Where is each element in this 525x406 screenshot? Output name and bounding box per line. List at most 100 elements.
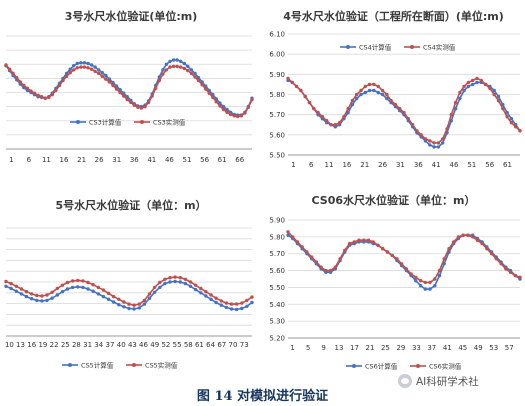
data-point xyxy=(93,65,97,69)
data-point xyxy=(183,277,188,281)
data-point xyxy=(456,235,461,239)
data-point xyxy=(154,86,158,91)
data-point xyxy=(367,88,372,93)
data-point xyxy=(86,61,90,66)
data-point xyxy=(496,98,501,103)
data-point xyxy=(250,295,254,299)
data-point xyxy=(225,107,229,112)
y-tick-label: 5.70 xyxy=(269,250,285,258)
data-point xyxy=(475,80,479,85)
x-tick-label: 46 xyxy=(139,341,148,349)
data-point xyxy=(328,268,333,273)
data-point xyxy=(433,284,437,288)
data-point xyxy=(509,121,514,125)
data-point xyxy=(178,280,182,284)
data-point xyxy=(24,290,29,294)
wechat-channel-icon xyxy=(398,374,412,388)
data-point xyxy=(193,287,198,292)
data-point xyxy=(179,59,183,64)
data-point xyxy=(60,283,65,287)
data-point xyxy=(122,94,126,98)
data-point xyxy=(453,106,458,111)
y-tick-label: 5.40 xyxy=(269,301,285,309)
data-point xyxy=(232,114,236,118)
x-tick-label: 66 xyxy=(235,156,244,164)
data-point xyxy=(449,113,453,117)
data-point xyxy=(466,80,471,85)
x-tick-label: 26 xyxy=(378,161,387,169)
data-point xyxy=(291,235,295,239)
data-point xyxy=(72,68,76,72)
data-point xyxy=(250,300,254,305)
x-tick-label: 49 xyxy=(150,341,159,349)
data-point xyxy=(50,290,54,294)
legend-marker xyxy=(76,120,80,124)
data-point xyxy=(402,110,406,115)
data-point xyxy=(352,240,356,244)
x-tick-label: 41 xyxy=(432,161,441,169)
data-point xyxy=(111,294,116,299)
data-point xyxy=(97,68,101,72)
data-point xyxy=(380,88,385,93)
x-tick-label: 73 xyxy=(240,341,249,349)
data-point xyxy=(228,112,233,117)
y-tick-label: 5.60 xyxy=(269,267,285,275)
data-point xyxy=(168,59,172,64)
x-tick-label: 16 xyxy=(60,156,69,164)
legend-marker xyxy=(352,364,356,368)
data-point xyxy=(89,67,94,71)
x-tick-label: 13 xyxy=(335,344,344,352)
data-point xyxy=(404,267,409,271)
data-point xyxy=(127,306,131,311)
data-point xyxy=(64,71,69,76)
y-tick-label: 5.70 xyxy=(269,111,285,119)
data-point xyxy=(355,96,359,101)
data-point xyxy=(300,245,304,249)
data-point xyxy=(111,80,115,85)
data-point xyxy=(179,65,183,69)
data-point xyxy=(199,291,203,295)
data-point xyxy=(152,285,157,290)
data-point xyxy=(55,293,59,297)
data-point xyxy=(40,299,44,303)
data-point xyxy=(319,265,323,269)
watermark: AI科研学术社 xyxy=(398,372,520,390)
data-point xyxy=(452,240,456,244)
data-point xyxy=(182,61,186,66)
data-point xyxy=(496,94,501,99)
legend-entry: CS4实测值 xyxy=(423,42,456,51)
legend-entry: CS3计算值 xyxy=(89,117,122,126)
x-tick-label: 25 xyxy=(381,344,390,352)
data-point xyxy=(47,95,51,100)
data-point xyxy=(117,297,121,301)
data-point xyxy=(518,275,522,279)
x-tick-label: 21 xyxy=(366,344,375,352)
data-point xyxy=(65,280,70,285)
data-point xyxy=(453,100,458,105)
data-point xyxy=(359,88,363,93)
x-tick-label: 61 xyxy=(195,341,204,349)
data-point xyxy=(316,110,320,115)
data-point xyxy=(178,276,182,280)
legend-entry: CS4计算值 xyxy=(359,42,392,51)
data-point xyxy=(458,96,462,101)
data-point xyxy=(372,88,376,93)
y-tick-label: 5.90 xyxy=(269,71,285,79)
data-point xyxy=(362,238,366,242)
data-point xyxy=(104,77,108,81)
y-tick-label: 5.90 xyxy=(269,217,285,225)
data-point xyxy=(22,83,26,88)
data-point xyxy=(221,104,226,109)
data-point xyxy=(312,106,316,111)
data-point xyxy=(299,88,303,93)
data-point xyxy=(61,78,65,83)
x-tick-label: 51 xyxy=(467,161,476,169)
data-point xyxy=(423,137,428,141)
data-point xyxy=(101,288,106,292)
data-point xyxy=(75,66,80,70)
data-point xyxy=(204,290,208,294)
data-point xyxy=(40,95,44,99)
data-point xyxy=(175,64,179,69)
data-point xyxy=(188,284,193,288)
data-point xyxy=(395,257,399,261)
